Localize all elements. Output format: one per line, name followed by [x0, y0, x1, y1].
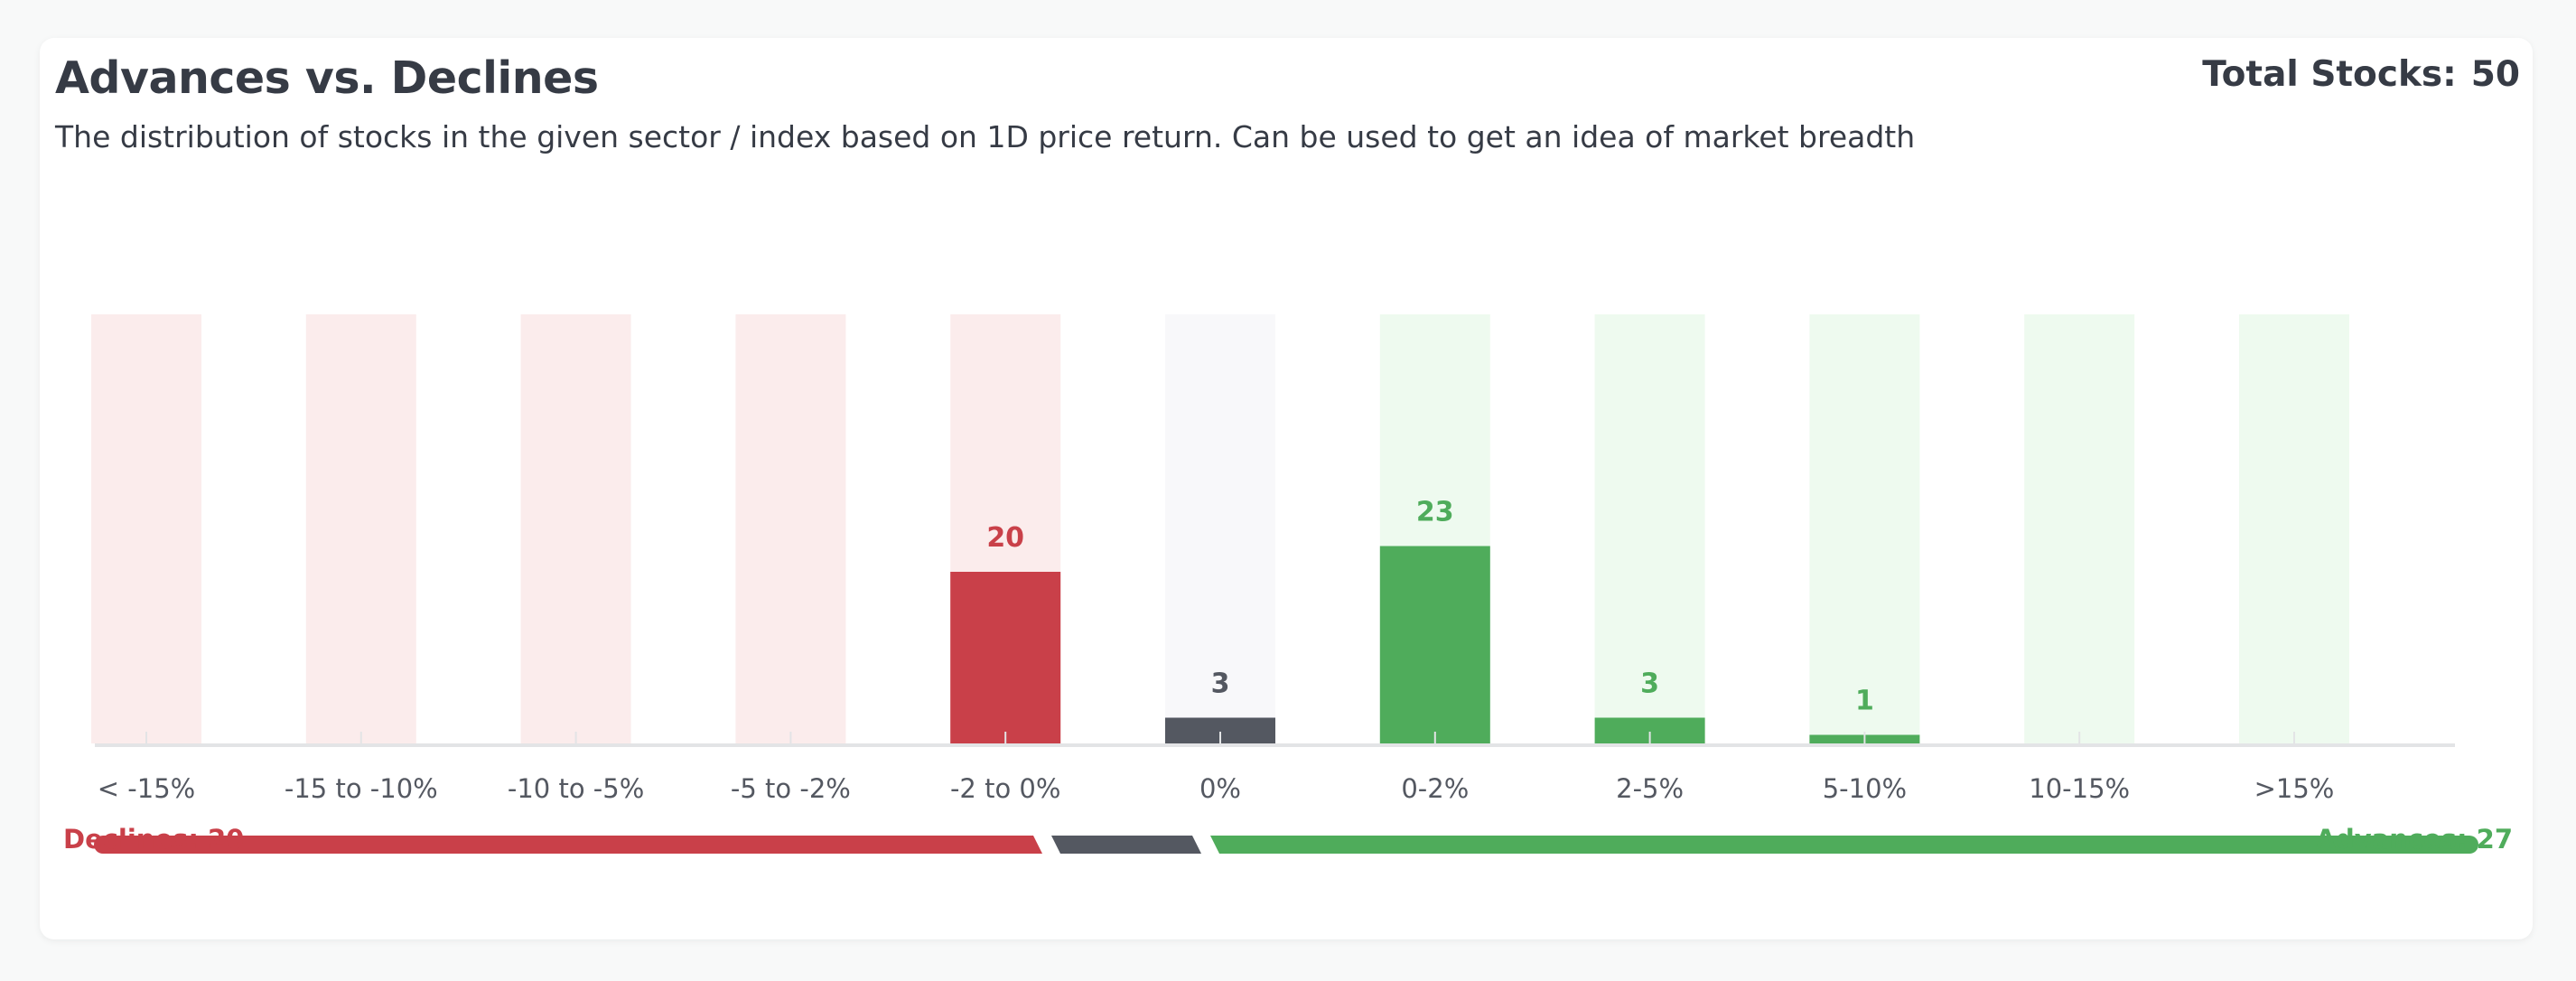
- bar-bg-10-to-5: [520, 314, 631, 743]
- breadth-unchanged-segment: [1051, 836, 1201, 854]
- x-tick-label-5-to-2: -5 to -2%: [731, 773, 851, 804]
- x-tick-label-10-15: 10-15%: [2029, 773, 2130, 804]
- x-tick-label-10-to-5: -10 to -5%: [508, 773, 644, 804]
- total-stocks-label: Total Stocks:: [2202, 54, 2457, 95]
- x-axis-tick-labels: < -15% -15 to -10% -10 to -5% -5 to -2% -2 t…: [98, 773, 2335, 804]
- total-stocks: Total Stocks: 50: [2202, 54, 2520, 95]
- x-tick-label-2-5: 2-5%: [1616, 773, 1684, 804]
- declines-legend: Declines: 20: [63, 824, 244, 855]
- x-axis-ticks: [145, 732, 2295, 745]
- advances-value: 27: [2476, 824, 2513, 855]
- x-tick-label-15-to-10: -15 to -10%: [285, 773, 438, 804]
- data-label-2-to-0: 20: [986, 522, 1024, 554]
- data-label-5-10: 1: [1855, 686, 1874, 717]
- data-label-0-2: 23: [1416, 497, 1454, 528]
- breadth-bar: [94, 836, 2478, 854]
- x-tick-label-15: >15%: [2254, 773, 2335, 804]
- chart-title: Advances vs. Declines: [55, 52, 599, 104]
- data-label-0: 3: [1211, 668, 1230, 700]
- total-stocks-value: 50: [2470, 54, 2520, 95]
- bar-bg-5-10: [1809, 314, 1920, 743]
- x-tick-label-2-to-0: -2 to 0%: [950, 773, 1060, 804]
- data-label-2-5: 3: [1640, 668, 1659, 700]
- bar-0-2[interactable]: [1379, 546, 1490, 744]
- breadth-advances-segment: [1210, 836, 2478, 854]
- bar-bg-10-15: [2024, 314, 2135, 743]
- bar-bg-15: [91, 314, 201, 743]
- x-tick-label-0: 0%: [1199, 773, 1241, 804]
- data-labels: 20 3 23 3 1: [986, 497, 1874, 717]
- advances-legend: Advances: 27: [2316, 824, 2513, 855]
- x-tick-label-0-2: 0-2%: [1401, 773, 1469, 804]
- bars: [950, 546, 1920, 744]
- bar-2-to-0[interactable]: [950, 572, 1061, 743]
- bar-bg-15-to-10: [305, 314, 416, 743]
- bar-bg-0: [1165, 314, 1275, 743]
- advances-label: Advances:: [2315, 824, 2468, 855]
- x-tick-label-5-10: 5-10%: [1823, 773, 1907, 804]
- bar-bg-2-5: [1594, 314, 1705, 743]
- declines-label: Declines:: [63, 824, 199, 855]
- bar-bg-15: [2239, 314, 2349, 743]
- declines-value: 20: [207, 824, 245, 855]
- breadth-declines-segment: [94, 836, 1042, 854]
- bar-bg-5-to-2: [735, 314, 846, 743]
- x-tick-label-15: < -15%: [98, 773, 195, 804]
- chart-subtitle: The distribution of stocks in the given …: [55, 119, 1916, 154]
